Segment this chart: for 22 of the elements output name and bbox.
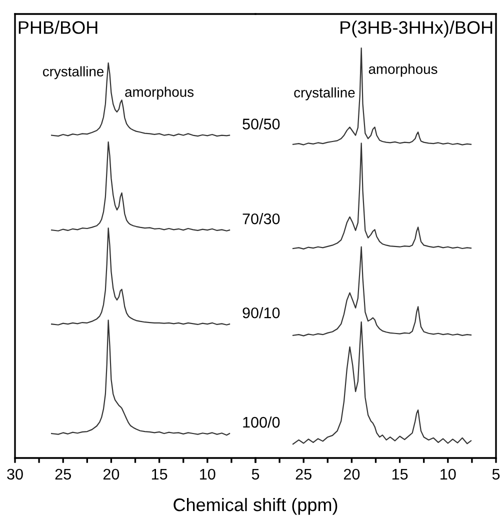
x-tick-label: 10 bbox=[200, 468, 216, 480]
series-label: 100/0 bbox=[243, 416, 280, 428]
x-tick-label: 25 bbox=[296, 468, 312, 480]
x-tick-label: 15 bbox=[392, 468, 408, 480]
annotation: amorphous bbox=[125, 86, 194, 100]
series-label: 90/10 bbox=[242, 307, 280, 318]
chart-title: PHB/BOH bbox=[18, 20, 98, 34]
x-tick-label: 10 bbox=[440, 468, 456, 480]
x-tick-label: 20 bbox=[344, 468, 360, 480]
chart-title: P(3HB-3HHx)/BOH bbox=[340, 20, 492, 38]
x-tick-label: 25 bbox=[55, 468, 71, 480]
annotation: amorphous bbox=[368, 64, 438, 77]
series-label: 50/50 bbox=[242, 118, 280, 130]
x-tick-label: 15 bbox=[152, 468, 168, 480]
x-tick-label: 20 bbox=[103, 468, 120, 480]
annotation: crystalline bbox=[294, 87, 355, 100]
annotation: crystalline bbox=[42, 66, 104, 80]
x-tick-label: 5 bbox=[492, 468, 500, 480]
x-axis-title: Chemical shift (ppm) bbox=[174, 498, 338, 515]
series-label: 70/30 bbox=[242, 213, 280, 224]
x-tick-label: 5 bbox=[252, 468, 260, 480]
x-tick-label: 30 bbox=[7, 468, 23, 480]
